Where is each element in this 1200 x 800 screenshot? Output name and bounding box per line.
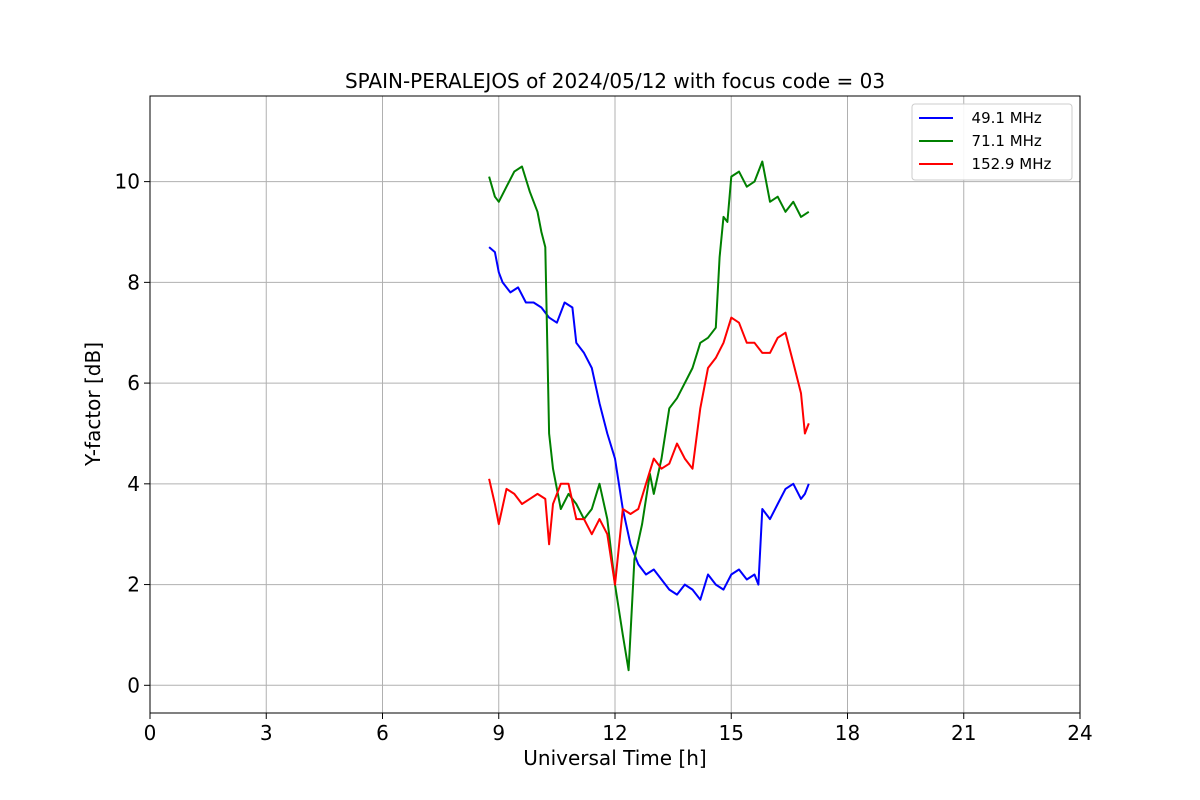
x-tick-label: 0	[144, 721, 157, 745]
x-tick-label: 12	[602, 721, 627, 745]
y-tick-label: 8	[127, 270, 140, 294]
y-axis-label: Y-factor [dB]	[81, 342, 105, 467]
legend-label: 152.9 MHz	[962, 155, 1051, 173]
x-tick-label: 18	[835, 721, 860, 745]
y-tick-label: 10	[115, 170, 140, 194]
x-tick-label: 3	[260, 721, 273, 745]
series-layer	[488, 160, 810, 672]
y-tick-label: 6	[127, 371, 140, 395]
x-tick-label: 15	[719, 721, 744, 745]
legend: 49.1 MHz 71.1 MHz 152.9 MHz	[911, 103, 1073, 181]
y-tick-label: 0	[127, 673, 140, 697]
y-tick-label: 2	[127, 573, 140, 597]
legend-label: 71.1 MHz	[962, 132, 1042, 150]
x-tick-label: 21	[951, 721, 976, 745]
legend-label: 49.1 MHz	[962, 109, 1042, 127]
x-tick-label: 9	[492, 721, 505, 745]
series-line-2	[488, 316, 810, 586]
series-line-0	[488, 246, 810, 601]
x-tick-label: 24	[1067, 721, 1092, 745]
x-axis-label: Universal Time [h]	[523, 746, 706, 770]
series-line-1	[488, 160, 810, 672]
chart-title: SPAIN-PERALEJOS of 2024/05/12 with focus…	[345, 69, 885, 93]
legend-box	[911, 103, 1073, 181]
x-tick-label: 6	[376, 721, 389, 745]
y-tick-label: 4	[127, 472, 140, 496]
